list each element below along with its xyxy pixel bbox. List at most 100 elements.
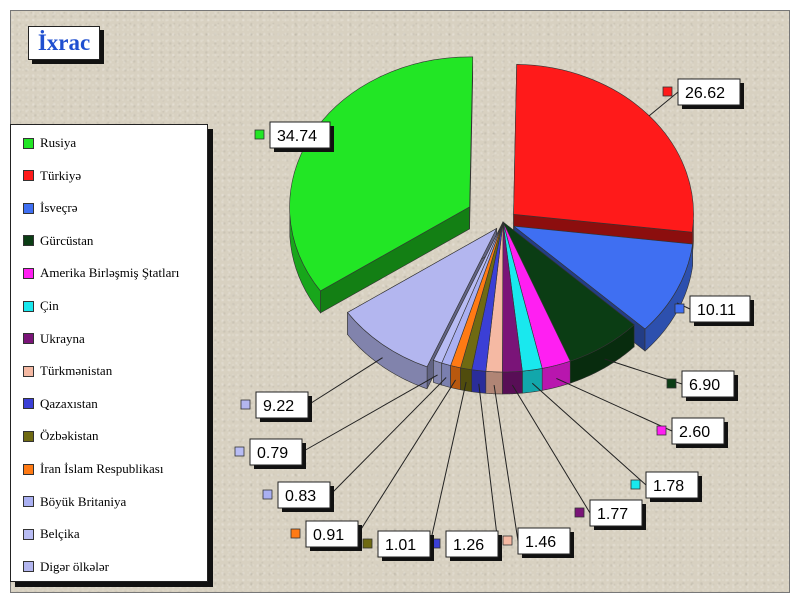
label-swatch xyxy=(574,507,585,518)
legend-item: İsveçrə xyxy=(23,199,78,217)
data-label: 26.62 xyxy=(685,85,725,102)
leader-line xyxy=(556,377,673,432)
legend-item: Ukrayna xyxy=(23,330,85,348)
legend-label: İran İslam Respublikası xyxy=(40,461,164,476)
slice-side xyxy=(502,370,523,395)
legend-swatch xyxy=(23,202,34,214)
legend-swatch xyxy=(23,398,34,410)
pie-slice xyxy=(432,221,504,364)
legend-swatch xyxy=(23,300,34,312)
leader-line xyxy=(307,357,383,406)
legend-item: Amerika Birləşmiş Ştatları xyxy=(23,264,179,282)
label-box xyxy=(671,417,725,445)
legend-swatch xyxy=(23,235,34,247)
label-box xyxy=(269,121,331,149)
leader-line xyxy=(329,377,447,496)
label-box xyxy=(445,530,499,558)
slice-side xyxy=(441,362,451,388)
legend-item: Belçika xyxy=(23,525,80,543)
label-swatch xyxy=(240,399,251,410)
leader-line xyxy=(478,383,499,545)
slice-side xyxy=(471,369,487,394)
chart-title: İxrac xyxy=(28,26,100,60)
label-swatch xyxy=(502,535,513,546)
slice-side xyxy=(460,367,473,393)
pie-slice xyxy=(347,227,498,368)
legend-item: Gürcüstan xyxy=(23,232,93,250)
legend-label: Türkmənistan xyxy=(40,363,113,379)
label-box xyxy=(249,438,303,466)
data-label: 0.79 xyxy=(257,445,288,462)
label-box xyxy=(277,481,331,509)
leader-line xyxy=(429,381,467,545)
label-box xyxy=(517,527,571,555)
label-swatch xyxy=(254,129,265,140)
data-label: 1.77 xyxy=(597,506,628,523)
data-label: 10.11 xyxy=(697,302,736,319)
legend-item: Türkiyə xyxy=(23,167,81,185)
slice-side xyxy=(433,359,443,386)
label-swatch xyxy=(262,489,273,500)
legend-item: İran İslam Respublikası xyxy=(23,460,163,478)
legend-swatch xyxy=(23,528,34,540)
legend-item: Digər ölkələr xyxy=(23,558,109,576)
label-swatch xyxy=(674,303,685,314)
label-swatch xyxy=(362,538,373,549)
legend-swatch xyxy=(23,463,34,475)
data-label: 1.78 xyxy=(653,478,684,495)
legend-swatch xyxy=(23,137,34,149)
label-swatch xyxy=(656,425,667,436)
data-label: 2.60 xyxy=(679,424,710,441)
legend: Rusiya Türkiyə İsveçrə Gürcüstan Amerika Bir… xyxy=(10,124,208,582)
label-box xyxy=(255,391,309,419)
label-box xyxy=(681,370,735,398)
leader-line xyxy=(301,374,438,453)
legend-swatch xyxy=(23,333,34,345)
label-group: 26.62 10.11 6.90 2.60 1.78 1.77 1.46 1.26 1.01 0.… xyxy=(234,78,754,561)
legend-item: Türkmənistan xyxy=(23,362,112,380)
pie-slice xyxy=(513,64,694,233)
legend-label: Rusiya xyxy=(40,135,77,150)
legend-label: Gürcüstan xyxy=(40,232,94,248)
leader-line xyxy=(357,379,457,535)
label-box xyxy=(645,471,699,499)
legend-item: Çin xyxy=(23,297,59,315)
legend-label: Özbəkistan xyxy=(40,428,99,444)
label-box xyxy=(677,78,741,106)
label-box xyxy=(689,295,751,323)
legend-label: Türkiyə xyxy=(40,167,82,183)
data-label: 6.90 xyxy=(689,377,720,394)
legend-label: Belçika xyxy=(40,526,80,542)
data-label: 1.46 xyxy=(525,534,556,551)
slice-side xyxy=(485,370,503,395)
pie-slice xyxy=(289,56,474,292)
legend-swatch xyxy=(23,267,34,279)
legend-label: Amerika Birləşmiş Ştatları xyxy=(40,265,180,281)
legend-label: Çin xyxy=(40,298,59,313)
legend-label: İsveçrə xyxy=(40,200,78,216)
label-swatch xyxy=(662,86,673,97)
label-swatch xyxy=(666,378,677,389)
leader-line xyxy=(511,384,591,514)
legend-label: Böyük Britaniya xyxy=(40,493,127,509)
label-box xyxy=(377,530,431,558)
label-box xyxy=(589,499,643,527)
data-label: 34.74 xyxy=(277,128,317,145)
pie-top-group xyxy=(289,56,694,373)
data-label: 9.22 xyxy=(263,398,294,415)
legend-swatch xyxy=(23,170,34,182)
data-label: 1.01 xyxy=(385,537,416,554)
data-label: 0.83 xyxy=(285,488,316,505)
data-label: 1.26 xyxy=(453,537,484,554)
leader-line xyxy=(531,382,647,486)
pie-slice xyxy=(512,225,693,330)
label-swatch xyxy=(290,528,301,539)
data-label: 0.91 xyxy=(313,527,344,544)
legend-label: Qazaxıstan xyxy=(40,395,98,411)
legend-label: Digər ölkələr xyxy=(40,558,109,574)
legend-swatch xyxy=(23,496,34,508)
legend-swatch xyxy=(23,365,34,377)
legend-swatch xyxy=(23,561,34,573)
legend-swatch xyxy=(23,430,34,442)
